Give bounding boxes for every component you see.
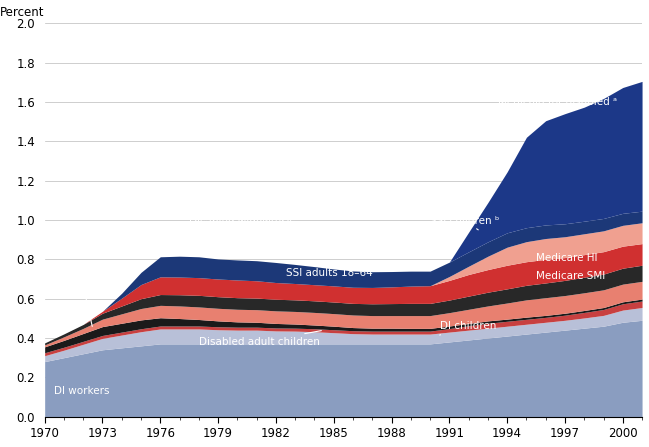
Text: SSI adults 18–64: SSI adults 18–64 (286, 268, 373, 278)
Text: Disabled adult children: Disabled adult children (199, 331, 321, 347)
Text: DI children: DI children (440, 321, 496, 335)
Text: SSI children ᵇ: SSI children ᵇ (430, 216, 500, 230)
Text: Medicaid for disabled ᵃ: Medicaid for disabled ᵃ (498, 97, 617, 107)
Text: Medicare HI: Medicare HI (536, 253, 598, 263)
Text: DI spouses: DI spouses (55, 278, 111, 326)
Text: Percent: Percent (0, 6, 44, 20)
Text: Disabled widow(er)s: Disabled widow(er)s (190, 217, 295, 227)
Text: Medicare SMI: Medicare SMI (536, 271, 606, 281)
Text: DI workers: DI workers (55, 386, 110, 396)
